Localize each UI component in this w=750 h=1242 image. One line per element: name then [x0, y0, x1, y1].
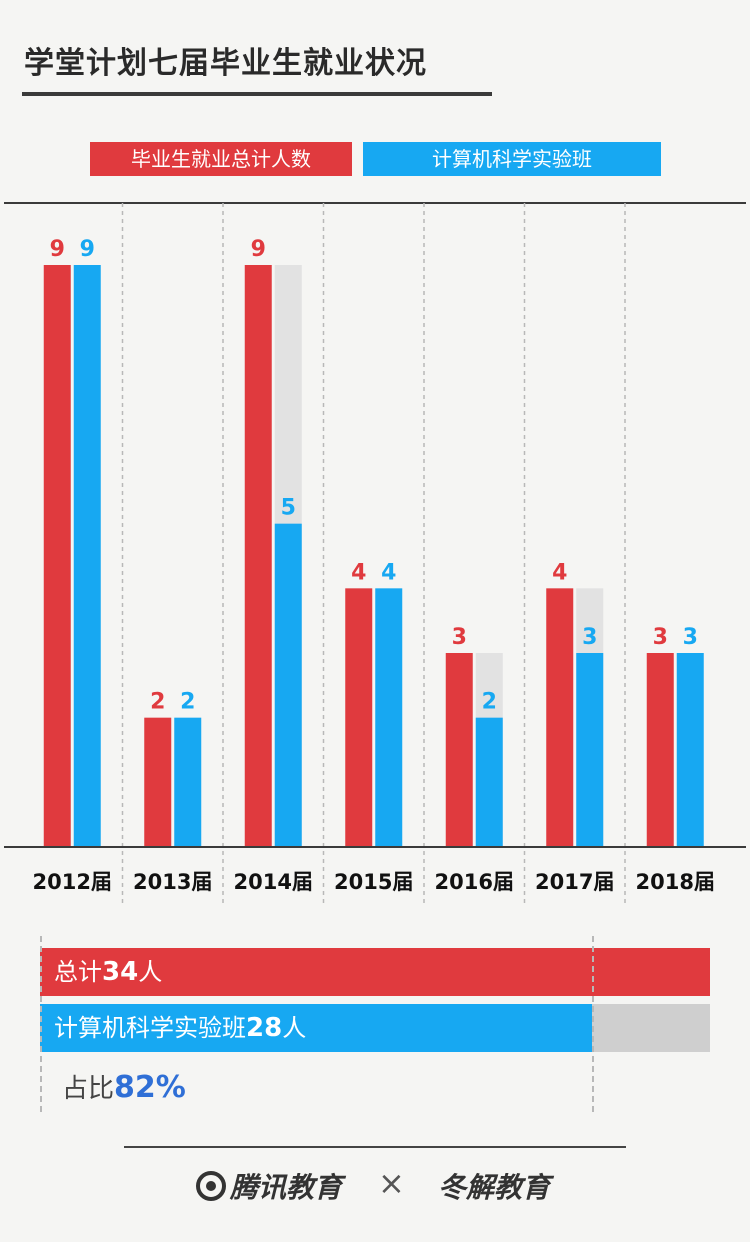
category-label: 2017届 — [535, 870, 614, 894]
summary-cs-bar: 计算机科学实验班28人 — [40, 1004, 592, 1052]
tencent-logo-icon — [196, 1171, 226, 1201]
total-value-label: 4 — [552, 560, 567, 585]
times-icon: × — [378, 1164, 405, 1202]
category-label: 2018届 — [636, 870, 715, 894]
tencent-education-logo: 腾讯教育 — [196, 1166, 342, 1206]
category-label: 2013届 — [133, 870, 212, 894]
cs-bar — [274, 523, 302, 847]
total-bar — [244, 265, 272, 847]
partner-logo: 冬解教育 — [438, 1171, 551, 1204]
total-bar — [144, 717, 172, 847]
cs-bar — [475, 717, 503, 847]
category-label: 2012届 — [33, 870, 112, 894]
legend-cs-class: 计算机科学实验班 — [363, 142, 661, 176]
summary-cs-value: 28 — [246, 1013, 283, 1043]
cs-bar — [73, 265, 101, 847]
cs-value-label: 4 — [381, 560, 396, 585]
total-value-label: 3 — [653, 625, 668, 650]
total-value-label: 9 — [251, 237, 266, 262]
page-title: 学堂计划七届毕业生就业状况 — [24, 46, 427, 81]
logo-left-text: 腾讯教育 — [230, 1171, 343, 1204]
summary-left-guide — [40, 936, 42, 1112]
total-value-label: 4 — [351, 560, 366, 585]
total-value-label: 9 — [50, 237, 65, 262]
legend-total: 毕业生就业总计人数 — [90, 142, 352, 176]
summary-cs-prefix: 计算机科学实验班 — [54, 1014, 246, 1042]
summary-total-value: 34 — [102, 957, 139, 987]
summary-total-suffix: 人 — [138, 958, 163, 986]
total-value-label: 3 — [452, 625, 467, 650]
footer-divider — [124, 1146, 626, 1148]
cs-value-label: 2 — [482, 690, 497, 715]
cs-bar — [676, 653, 704, 847]
category-label: 2014届 — [234, 870, 313, 894]
summary-cs-suffix: 人 — [282, 1014, 307, 1042]
summary-ratio: 占比82% — [62, 1068, 186, 1105]
cs-value-label: 3 — [683, 625, 698, 650]
total-bar — [546, 588, 574, 847]
summary-ratio-guide — [592, 936, 594, 1112]
cs-bar — [576, 653, 604, 847]
cs-bar — [174, 717, 202, 847]
category-label: 2016届 — [435, 870, 514, 894]
footer: 腾讯教育 × 冬解教育 — [0, 1160, 750, 1210]
summary-total-prefix: 总计 — [54, 958, 102, 986]
ratio-prefix: 占比 — [62, 1074, 115, 1104]
cs-bar — [375, 588, 403, 847]
title-underline — [22, 92, 492, 96]
total-bar — [445, 653, 473, 847]
total-bar — [345, 588, 373, 847]
cs-value-label: 5 — [281, 496, 296, 521]
cs-value-label: 2 — [180, 690, 195, 715]
cs-value-label: 9 — [80, 237, 95, 262]
total-value-label: 2 — [150, 690, 165, 715]
total-bar — [43, 265, 71, 847]
cs-value-label: 3 — [582, 625, 597, 650]
summary-panel: 总计34人 计算机科学实验班28人 占比82% — [0, 930, 750, 1120]
total-bar — [646, 653, 674, 847]
category-label: 2015届 — [334, 870, 413, 894]
summary-total-bar: 总计34人 — [40, 948, 710, 996]
ratio-value: 82% — [114, 1070, 186, 1105]
